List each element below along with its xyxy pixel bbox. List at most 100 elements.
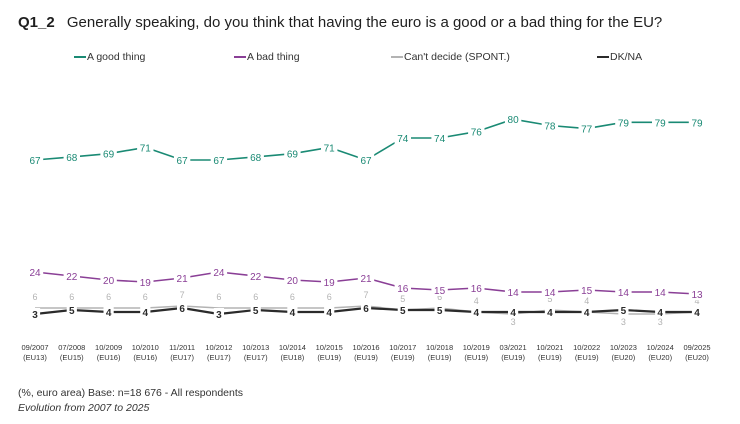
data-label-dkna: 4 bbox=[657, 308, 663, 319]
x-tick-label-date: 10/2014 bbox=[279, 343, 306, 352]
data-label-good: 77 bbox=[581, 125, 593, 136]
data-label-good: 69 bbox=[287, 150, 299, 161]
x-tick-label-date: 11/2011 bbox=[169, 343, 195, 352]
data-label-dkna: 6 bbox=[363, 304, 369, 315]
data-label-bad: 15 bbox=[434, 286, 446, 297]
label-bg-dkna bbox=[103, 306, 114, 318]
x-tick-label-area: (EU19) bbox=[501, 353, 525, 362]
data-label-cant-decide: 6 bbox=[143, 292, 148, 302]
x-tick-label-date: 10/2012 bbox=[205, 343, 232, 352]
chart-header: Q1_2 Generally speaking, do you think th… bbox=[18, 14, 662, 31]
data-label-cant-decide: 3 bbox=[511, 317, 516, 327]
x-tick-label-area: (EU19) bbox=[575, 353, 599, 362]
data-label-cant-decide: 7 bbox=[363, 290, 368, 300]
x-tick-label-area: (EU13) bbox=[23, 353, 47, 362]
data-label-cant-decide: 6 bbox=[327, 292, 332, 302]
x-tick-label-date: 07/2008 bbox=[58, 343, 85, 352]
data-label-bad: 16 bbox=[471, 284, 483, 295]
data-label-bad: 13 bbox=[691, 290, 703, 301]
data-label-good: 74 bbox=[434, 134, 446, 145]
legend-swatch-good bbox=[74, 56, 86, 58]
x-tick-label-date: 10/2015 bbox=[316, 343, 343, 352]
label-bg-dkna bbox=[29, 308, 41, 320]
data-label-dkna: 4 bbox=[547, 308, 553, 319]
data-label-cant-decide: 6 bbox=[290, 292, 295, 302]
x-tick-label-date: 10/2017 bbox=[389, 343, 416, 352]
footer-note: Evolution from 2007 to 2025 bbox=[18, 402, 150, 414]
legend-swatch-cant-decide bbox=[391, 56, 403, 58]
data-label-cant-decide: 6 bbox=[32, 292, 37, 302]
data-label-cant-decide: 4 bbox=[474, 296, 479, 306]
label-bg-good bbox=[504, 113, 522, 126]
x-tick-label-date: 09/2025 bbox=[683, 343, 710, 352]
data-label-cant-decide: 6 bbox=[253, 292, 258, 302]
data-label-dkna: 4 bbox=[474, 308, 480, 319]
data-label-bad: 14 bbox=[508, 288, 520, 299]
x-tick-label-area: (EU20) bbox=[685, 353, 709, 362]
label-bg-bad bbox=[321, 276, 338, 288]
label-bg-good bbox=[137, 141, 154, 154]
data-label-dkna: 4 bbox=[290, 308, 296, 319]
x-tick-label-area: (EU20) bbox=[648, 353, 672, 362]
data-label-good: 79 bbox=[691, 118, 703, 129]
data-label-bad: 14 bbox=[618, 288, 630, 299]
data-label-bad: 22 bbox=[250, 272, 262, 283]
label-bg-bad bbox=[541, 286, 559, 298]
data-label-good: 74 bbox=[397, 134, 409, 145]
label-bg-good bbox=[357, 154, 375, 166]
data-label-bad: 19 bbox=[324, 278, 336, 289]
x-tick-label-area: (EU15) bbox=[60, 353, 84, 362]
label-bg-dkna bbox=[140, 306, 151, 318]
label-bg-good bbox=[63, 150, 80, 163]
x-tick-label-area: (EU19) bbox=[317, 353, 341, 362]
x-tick-label-area: (EU17) bbox=[170, 353, 194, 362]
label-bg-dkna bbox=[691, 306, 703, 318]
x-tick-label-date: 10/2009 bbox=[95, 343, 122, 352]
legend-label-good: A good thing bbox=[87, 51, 146, 63]
data-label-bad: 15 bbox=[581, 286, 593, 297]
data-label-cant-decide: 6 bbox=[69, 292, 74, 302]
data-label-bad: 20 bbox=[287, 276, 299, 287]
label-bg-good bbox=[541, 119, 559, 132]
label-bg-dkna bbox=[471, 306, 482, 318]
label-bg-dkna bbox=[360, 302, 372, 314]
x-tick-label-date: 10/2021 bbox=[536, 343, 563, 352]
legend-label-bad: A bad thing bbox=[247, 51, 300, 63]
label-bg-dkna bbox=[324, 306, 335, 318]
legend-item-cant-decide: Can't decide (SPONT.) bbox=[391, 51, 510, 63]
label-bg-good bbox=[688, 116, 706, 129]
x-tick-label-area: (EU20) bbox=[612, 353, 636, 362]
data-label-bad: 24 bbox=[213, 268, 225, 279]
data-label-dkna: 4 bbox=[510, 308, 516, 319]
data-label-good: 79 bbox=[618, 118, 630, 129]
footer-base: (%, euro area) Base: n=18 676 - All resp… bbox=[18, 387, 244, 399]
legend-item-bad: A bad thing bbox=[234, 51, 300, 63]
data-label-good: 68 bbox=[250, 153, 262, 164]
data-label-dkna: 4 bbox=[106, 308, 112, 319]
legend-swatch-bad bbox=[234, 56, 246, 58]
data-label-cant-decide: 6 bbox=[216, 292, 221, 302]
x-tick-label-date: 10/2018 bbox=[426, 343, 453, 352]
x-tick-label-date: 10/2023 bbox=[610, 343, 637, 352]
data-label-cant-decide: 6 bbox=[437, 292, 442, 302]
x-tick-label-area: (EU19) bbox=[354, 353, 378, 362]
label-bg-dkna bbox=[250, 304, 261, 316]
legend-item-good: A good thing bbox=[74, 51, 145, 63]
label-bg-bad bbox=[688, 288, 706, 300]
label-bg-dkna bbox=[397, 304, 408, 316]
legend-item-dkna: DK/NA bbox=[597, 51, 642, 63]
legend-label-cant-decide: Can't decide (SPONT.) bbox=[404, 51, 510, 63]
x-tick-label-date: 10/2019 bbox=[463, 343, 490, 352]
data-label-good: 76 bbox=[471, 128, 483, 139]
data-label-cant-decide: 7 bbox=[180, 290, 185, 300]
data-label-cant-decide: 3 bbox=[621, 317, 626, 327]
data-label-bad: 21 bbox=[360, 274, 372, 285]
data-label-dkna: 4 bbox=[694, 308, 700, 319]
x-tick-label-area: (EU17) bbox=[207, 353, 231, 362]
data-label-cant-decide: 3 bbox=[658, 317, 663, 327]
label-bg-bad bbox=[284, 274, 301, 286]
legend-label-dkna: DK/NA bbox=[610, 51, 643, 63]
data-label-dkna: 4 bbox=[143, 308, 149, 319]
data-label-cant-decide: 6 bbox=[106, 292, 111, 302]
